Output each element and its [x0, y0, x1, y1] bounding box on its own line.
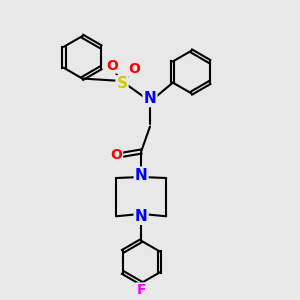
- Text: N: N: [144, 91, 156, 106]
- Text: N: N: [135, 168, 148, 183]
- Text: O: O: [110, 148, 122, 162]
- Text: O: O: [128, 61, 140, 76]
- Text: S: S: [116, 76, 128, 91]
- Text: N: N: [135, 209, 148, 224]
- Text: F: F: [136, 284, 146, 298]
- Text: O: O: [106, 58, 118, 73]
